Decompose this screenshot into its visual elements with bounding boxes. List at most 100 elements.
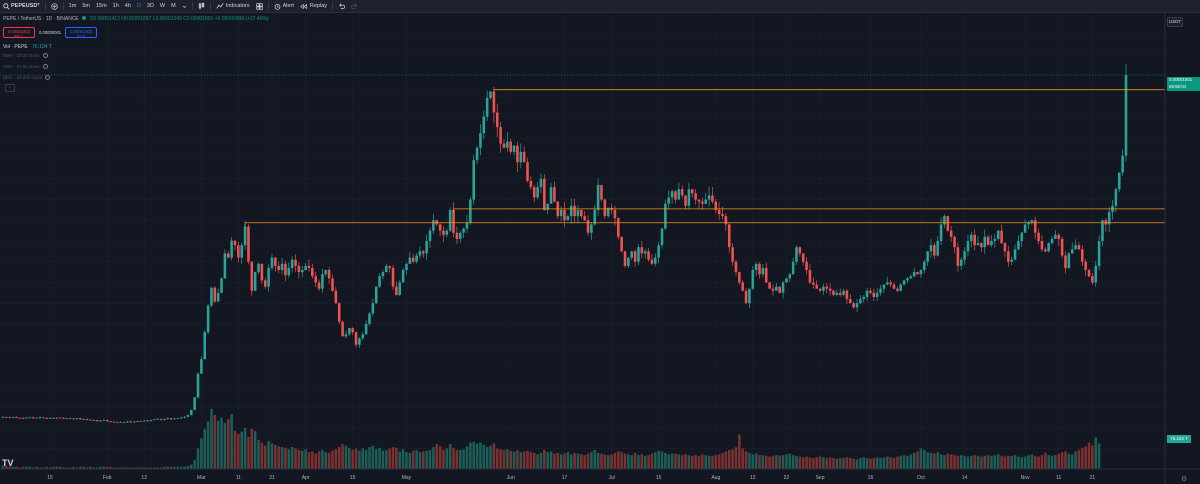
volume-bar: [855, 459, 859, 469]
volume-legend[interactable]: Vol · PEPE 76.104 T: [3, 44, 52, 50]
candle: [159, 418, 163, 420]
indicators-button[interactable]: Indicators: [213, 0, 253, 12]
interval-tabs: 1m 5m 15m 1h 4h D 3D W M: [66, 3, 179, 9]
volume-bar: [220, 417, 223, 469]
candle: [996, 230, 1000, 239]
undo-button[interactable]: [335, 0, 348, 12]
price-chart[interactable]: 0.000020000.000019000.000018000.00001700…: [0, 13, 1200, 484]
candle: [620, 236, 623, 252]
candle: [1107, 211, 1111, 225]
candle: [385, 265, 388, 273]
volume-bar: [68, 467, 72, 469]
rewind-icon: [300, 3, 307, 9]
eye-off-icon[interactable]: [42, 64, 48, 70]
volume-bar: [939, 454, 943, 469]
volume-bar: [156, 467, 159, 469]
candle: [754, 263, 758, 271]
candle: [657, 245, 660, 258]
candle: [583, 216, 586, 221]
candle: [422, 251, 425, 254]
gear-icon[interactable]: ⚙: [1181, 476, 1188, 483]
volume-bar: [956, 455, 960, 469]
volume-bar: [15, 466, 18, 469]
symbol-search[interactable]: PEPEUSDᵀ: [0, 0, 43, 12]
interval-tab-4h[interactable]: 4h: [124, 3, 131, 9]
candle: [193, 397, 196, 410]
candle: [337, 303, 341, 322]
replay-button[interactable]: Replay: [297, 0, 330, 12]
collapse-legend-button[interactable]: ^: [5, 84, 15, 92]
candle: [173, 418, 176, 420]
alarm-clock-icon: [274, 3, 280, 10]
interval-tab-W[interactable]: W: [159, 3, 166, 9]
alert-button[interactable]: Alert: [271, 0, 297, 12]
volume-bar: [475, 443, 479, 469]
symbol-title[interactable]: PEPE / TetherUS · 1D · BINANCE: [3, 16, 79, 22]
indicators-icon: [216, 2, 224, 9]
volume-bar: [519, 452, 523, 469]
divider: [209, 2, 211, 10]
candle: [294, 259, 297, 266]
candle: [341, 321, 344, 337]
candle: [680, 189, 684, 196]
candle: [287, 267, 291, 276]
interval-tab-1m[interactable]: 1m: [68, 3, 77, 9]
candle: [805, 261, 808, 271]
volume-bar: [277, 446, 280, 469]
candle: [240, 245, 243, 258]
interval-tab-3D[interactable]: 3D: [146, 3, 154, 9]
volume-bar: [126, 467, 129, 469]
candle: [38, 417, 42, 419]
volume-bar: [741, 448, 744, 469]
candle: [714, 201, 718, 210]
layout-templates-button[interactable]: [253, 0, 266, 12]
candle: [102, 420, 106, 421]
volume-bar: [348, 447, 351, 469]
interval-dropdown[interactable]: [179, 0, 190, 12]
candle: [704, 199, 707, 204]
volume-bar: [142, 467, 146, 469]
tradingview-logo[interactable]: TV: [2, 458, 14, 468]
candle: [210, 287, 213, 306]
compare-symbol-button[interactable]: [48, 0, 61, 12]
candle: [5, 416, 8, 418]
volume-bar: [617, 451, 620, 469]
redo-button[interactable]: [348, 0, 361, 12]
eye-off-icon[interactable]: [42, 53, 48, 59]
candle: [28, 417, 32, 419]
divider: [267, 2, 269, 10]
candle: [943, 216, 946, 225]
interval-tab-M[interactable]: M: [171, 3, 176, 9]
interval-tab-D[interactable]: D: [136, 3, 141, 9]
candle: [327, 270, 331, 279]
ma-legend-20[interactable]: SMA · 10 20 close: [3, 53, 48, 59]
candle: [993, 238, 997, 241]
candle: [492, 91, 496, 113]
chart-type-button[interactable]: [195, 0, 208, 12]
volume-bar: [337, 447, 341, 469]
volume-bar: [462, 449, 465, 469]
interval-tab-5m[interactable]: 5m: [82, 3, 90, 9]
currency-selector[interactable]: USDT: [1167, 17, 1183, 27]
volume-bar: [72, 466, 75, 469]
volume-bar: [647, 455, 650, 469]
candle: [798, 247, 802, 254]
ma-legend-50[interactable]: SMA · 10 50 close: [3, 64, 48, 70]
candle: [445, 230, 449, 235]
volume-bar: [1064, 451, 1067, 469]
interval-tab-1h[interactable]: 1h: [112, 3, 119, 9]
volume-bar: [630, 455, 634, 469]
volume-bar: [139, 467, 143, 469]
time-label: 21: [1090, 475, 1096, 481]
eye-off-icon[interactable]: [45, 75, 51, 81]
volume-bar: [815, 457, 818, 469]
volume-bar: [422, 451, 425, 469]
time-label: Sep: [816, 475, 825, 481]
volume-bar: [102, 466, 106, 469]
candle: [828, 288, 832, 291]
buy-button[interactable]: 0.00001803 BUY: [65, 27, 98, 39]
interval-tab-15m[interactable]: 15m: [95, 3, 107, 9]
ma-legend-200[interactable]: SMA · 10 200 close: [3, 75, 51, 81]
sell-button[interactable]: 0.00001802 SELL: [3, 27, 35, 39]
candle: [970, 234, 973, 241]
